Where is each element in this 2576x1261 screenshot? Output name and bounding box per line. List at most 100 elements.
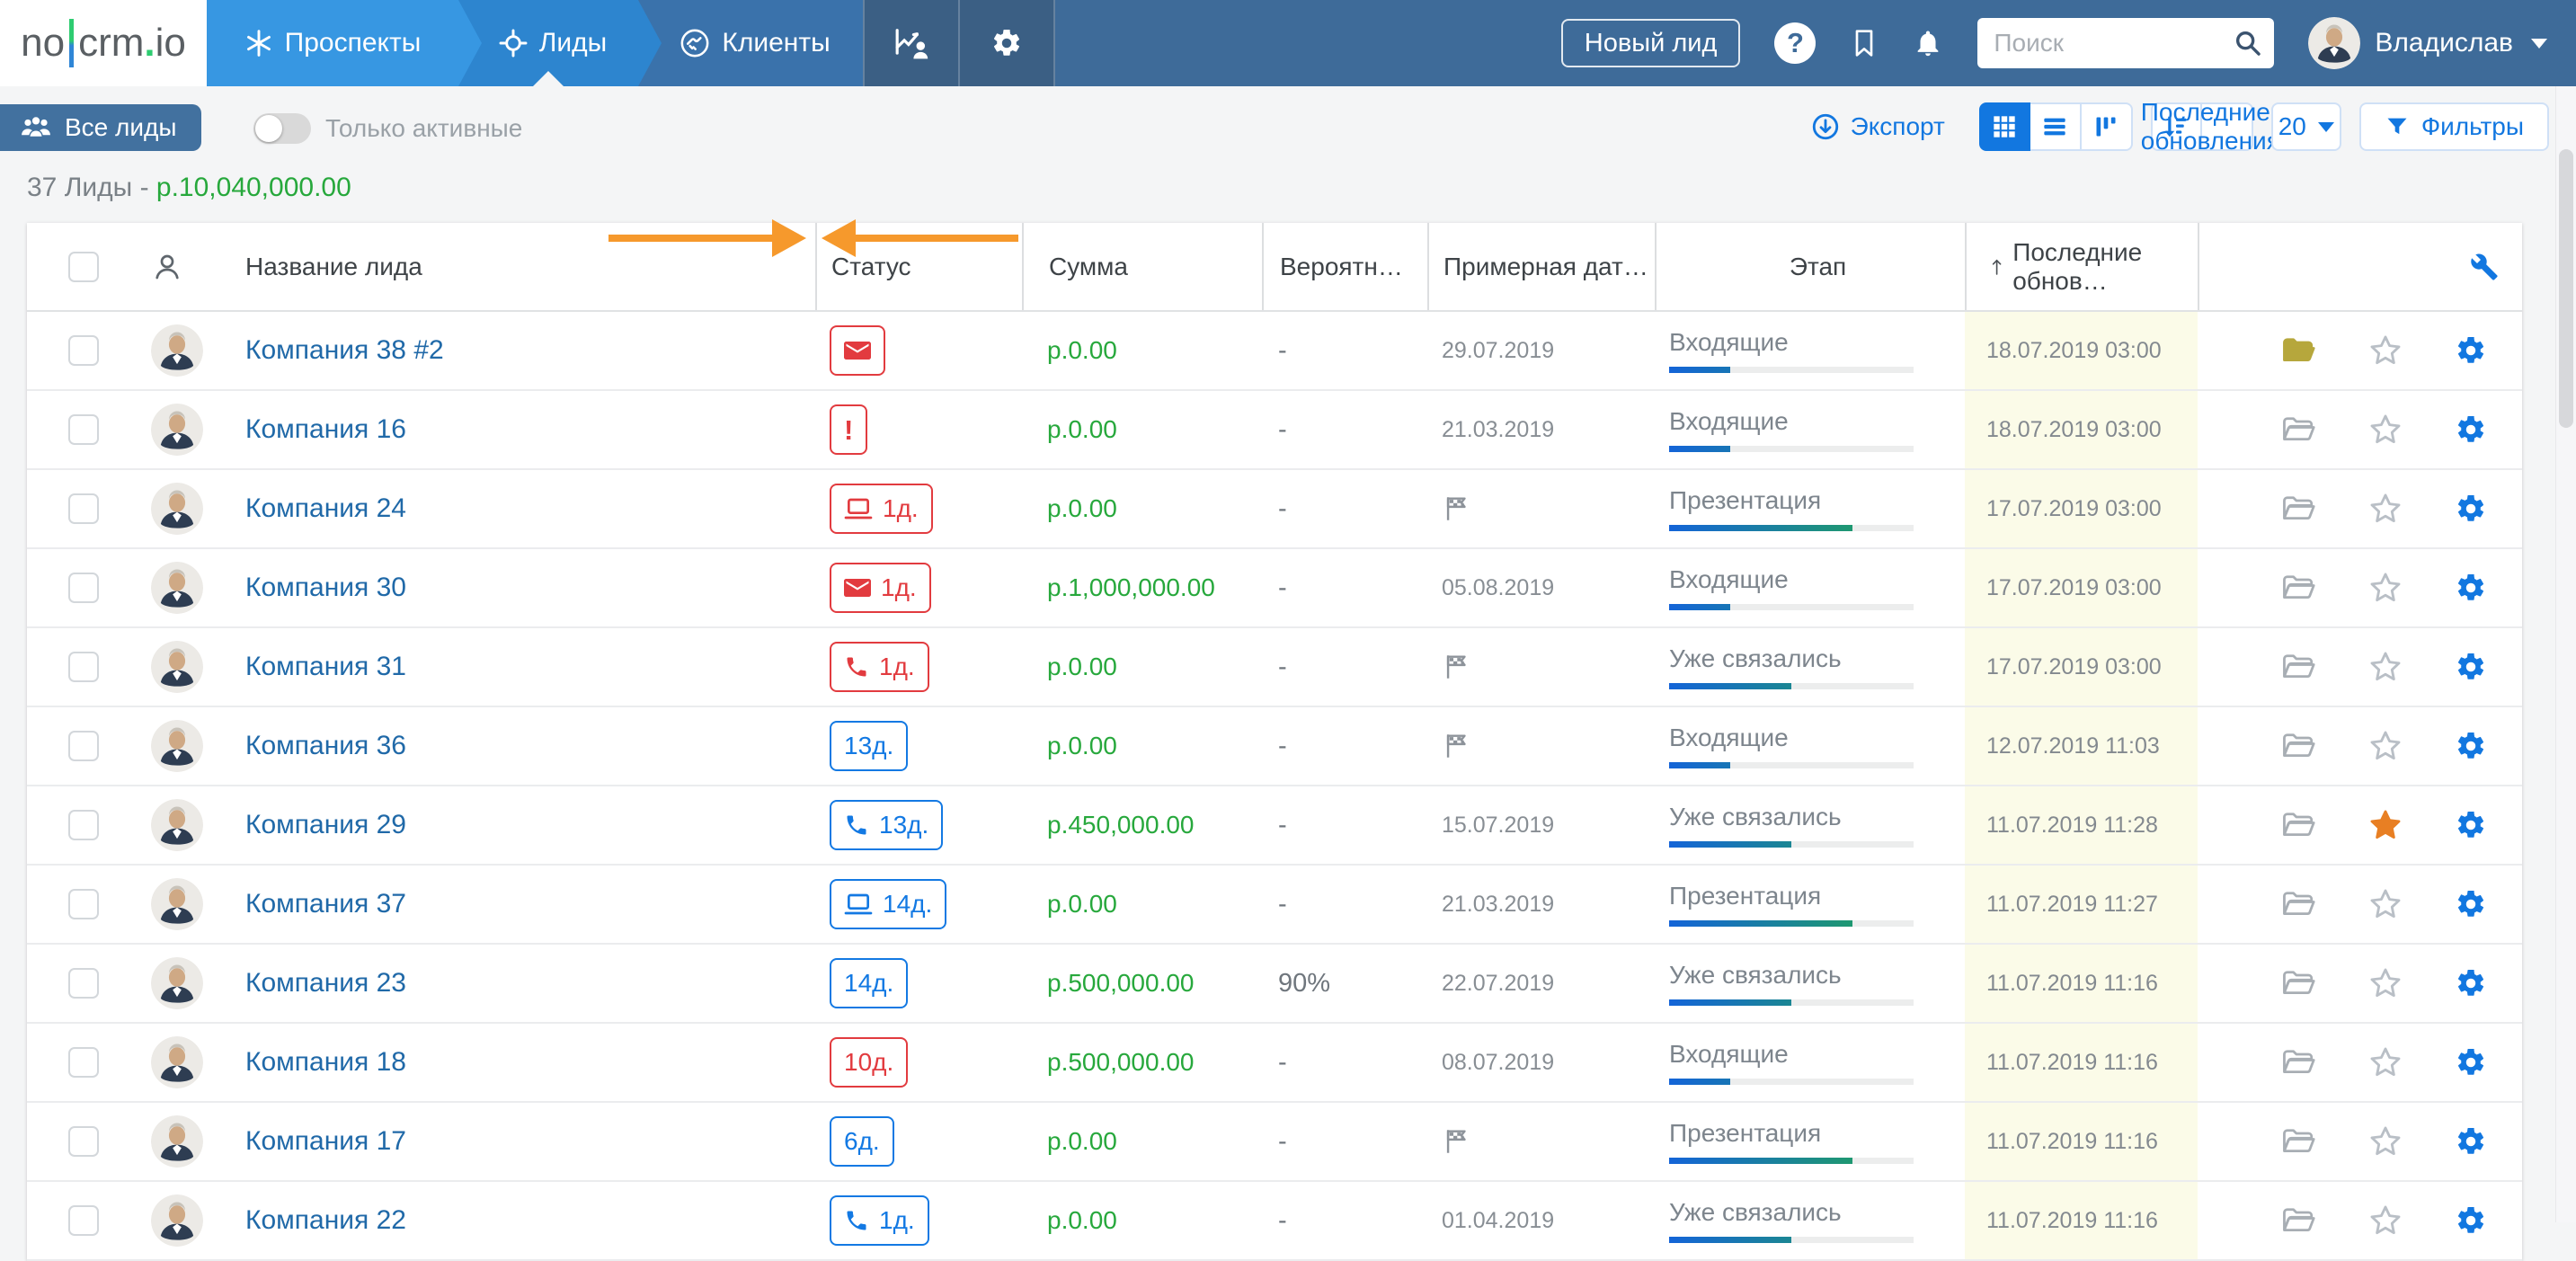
row-checkbox[interactable] xyxy=(68,731,99,761)
status-badge[interactable]: 1д. xyxy=(830,563,931,613)
scrollbar-thumb[interactable] xyxy=(2559,149,2573,428)
tab-clients[interactable]: Клиенты xyxy=(638,0,863,86)
row-checkbox[interactable] xyxy=(68,335,99,366)
status-badge[interactable]: 1д. xyxy=(830,1195,929,1246)
status-badge[interactable]: 13д. xyxy=(830,800,944,850)
folder-button[interactable] xyxy=(2280,1125,2316,1158)
lead-name-link[interactable]: Компания 18 xyxy=(245,1047,406,1077)
row-settings-button[interactable] xyxy=(2455,1204,2487,1237)
all-leads-button[interactable]: Все лиды xyxy=(0,104,202,151)
star-button[interactable] xyxy=(2368,1124,2403,1159)
status-badge[interactable] xyxy=(830,325,885,376)
search-input[interactable] xyxy=(1977,18,2275,68)
bell-icon[interactable] xyxy=(1913,28,1943,58)
folder-button[interactable] xyxy=(2280,888,2316,920)
filters-button[interactable]: Фильтры xyxy=(2358,102,2549,151)
header-name[interactable]: Название лида xyxy=(245,252,422,280)
star-button[interactable] xyxy=(2368,1203,2403,1238)
lead-name-link[interactable]: Компания 31 xyxy=(245,652,406,681)
new-lead-button[interactable]: Новый лид xyxy=(1560,19,1741,67)
sort-by-dropdown[interactable]: Последние обновления xyxy=(2141,98,2313,155)
row-checkbox[interactable] xyxy=(68,1205,99,1236)
row-settings-button[interactable] xyxy=(2455,1125,2487,1158)
header-amount[interactable]: Сумма xyxy=(1022,223,1262,310)
star-button[interactable] xyxy=(2368,492,2403,526)
status-badge[interactable]: 6д. xyxy=(830,1116,894,1167)
status-badge[interactable]: 14д. xyxy=(830,958,909,1008)
folder-button[interactable] xyxy=(2280,413,2316,446)
lead-name-link[interactable]: Компания 22 xyxy=(245,1205,406,1235)
select-all-checkbox[interactable] xyxy=(68,251,99,282)
star-button[interactable] xyxy=(2368,966,2403,1000)
status-badge[interactable]: 1д. xyxy=(830,642,929,692)
row-checkbox[interactable] xyxy=(68,889,99,919)
status-badge[interactable]: 10д. xyxy=(830,1037,909,1088)
row-checkbox[interactable] xyxy=(68,652,99,682)
wrench-icon[interactable] xyxy=(2470,253,2499,281)
tab-leads[interactable]: Лиды xyxy=(458,0,662,86)
header-expected-date[interactable]: Примерная дат… xyxy=(1427,223,1655,310)
star-button[interactable] xyxy=(2368,887,2403,921)
tab-admin-settings[interactable] xyxy=(958,0,1055,86)
row-settings-button[interactable] xyxy=(2455,809,2487,841)
folder-button[interactable] xyxy=(2280,730,2316,762)
star-button[interactable] xyxy=(2368,650,2403,684)
star-button[interactable] xyxy=(2368,808,2403,842)
row-checkbox[interactable] xyxy=(68,1126,99,1157)
row-settings-button[interactable] xyxy=(2455,967,2487,999)
star-button[interactable] xyxy=(2368,413,2403,447)
user-menu[interactable]: Владислав xyxy=(2308,17,2547,69)
row-checkbox[interactable] xyxy=(68,414,99,445)
tab-statistics[interactable] xyxy=(863,0,958,86)
sort-direction-button[interactable] xyxy=(2150,102,2202,151)
row-settings-button[interactable] xyxy=(2455,1046,2487,1079)
status-badge[interactable]: 14д. xyxy=(830,879,947,929)
kanban-view-button[interactable] xyxy=(2081,102,2133,151)
row-checkbox[interactable] xyxy=(68,493,99,524)
row-settings-button[interactable] xyxy=(2455,334,2487,367)
row-settings-button[interactable] xyxy=(2455,888,2487,920)
row-settings-button[interactable] xyxy=(2455,651,2487,683)
row-checkbox[interactable] xyxy=(68,1047,99,1078)
folder-button[interactable] xyxy=(2280,572,2316,604)
star-button[interactable] xyxy=(2368,333,2403,368)
grid-view-button[interactable] xyxy=(1978,102,2030,151)
folder-button[interactable] xyxy=(2280,967,2316,999)
row-settings-button[interactable] xyxy=(2455,493,2487,525)
star-button[interactable] xyxy=(2368,571,2403,605)
page-size-dropdown[interactable]: 20 xyxy=(2270,102,2341,151)
folder-button[interactable] xyxy=(2280,493,2316,525)
folder-button[interactable] xyxy=(2280,1046,2316,1079)
lead-name-link[interactable]: Компания 38 #2 xyxy=(245,335,444,365)
tab-prospects[interactable]: Проспекты xyxy=(207,0,482,86)
status-badge[interactable]: 13д. xyxy=(830,721,909,771)
lead-name-link[interactable]: Компания 17 xyxy=(245,1126,406,1156)
lead-name-link[interactable]: Компания 23 xyxy=(245,968,406,998)
lead-name-link[interactable]: Компания 37 xyxy=(245,889,406,919)
folder-button[interactable] xyxy=(2280,651,2316,683)
status-badge[interactable]: ! xyxy=(830,404,868,455)
export-button[interactable]: Экспорт xyxy=(1810,111,1945,142)
row-checkbox[interactable] xyxy=(68,573,99,603)
star-button[interactable] xyxy=(2368,1045,2403,1079)
folder-button[interactable] xyxy=(2280,1204,2316,1237)
row-checkbox[interactable] xyxy=(68,968,99,999)
folder-button[interactable] xyxy=(2280,809,2316,841)
row-settings-button[interactable] xyxy=(2455,730,2487,762)
header-updated[interactable]: Последние обнов… xyxy=(1965,223,2198,310)
lead-name-link[interactable]: Компания 36 xyxy=(245,731,406,760)
list-view-button[interactable] xyxy=(2030,102,2082,151)
only-active-toggle[interactable] xyxy=(253,113,311,144)
star-button[interactable] xyxy=(2368,729,2403,763)
lead-name-link[interactable]: Компания 29 xyxy=(245,810,406,839)
vertical-scrollbar[interactable] xyxy=(2555,86,2576,1222)
lead-name-link[interactable]: Компания 30 xyxy=(245,573,406,602)
bookmark-icon[interactable] xyxy=(1850,27,1879,59)
search-icon[interactable] xyxy=(2233,28,2263,58)
row-settings-button[interactable] xyxy=(2455,572,2487,604)
row-settings-button[interactable] xyxy=(2455,413,2487,446)
lead-name-link[interactable]: Компания 24 xyxy=(245,493,406,523)
help-icon[interactable]: ? xyxy=(1774,22,1817,64)
row-checkbox[interactable] xyxy=(68,810,99,840)
brand-logo[interactable]: no crm. io xyxy=(0,0,207,86)
